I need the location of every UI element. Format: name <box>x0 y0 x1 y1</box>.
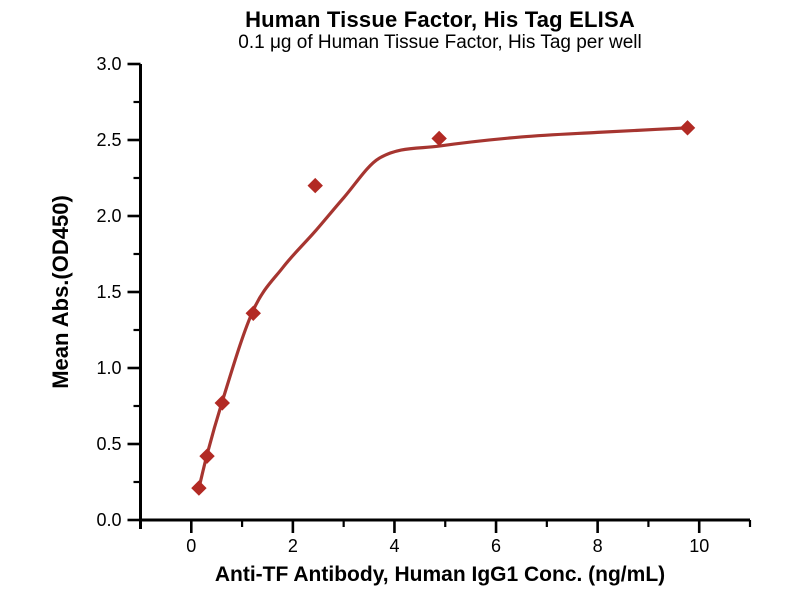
y-tick-label: 3.0 <box>96 54 121 74</box>
y-tick-label: 2.5 <box>96 130 121 150</box>
x-tick-label: 8 <box>593 536 603 556</box>
x-tick-label: 6 <box>491 536 501 556</box>
data-point-marker <box>431 130 447 147</box>
y-tick-label: 2.0 <box>96 206 121 226</box>
x-tick-label: 4 <box>389 536 399 556</box>
data-point-marker <box>307 177 323 194</box>
x-tick-label: 0 <box>186 536 196 556</box>
x-axis-label: Anti-TF Antibody, Human IgG1 Conc. (ng/m… <box>214 563 666 586</box>
fit-curve <box>197 126 690 490</box>
chart-title: Human Tissue Factor, His Tag ELISA <box>245 7 635 32</box>
data-point-marker <box>679 120 696 136</box>
data-point-marker <box>191 480 207 496</box>
y-tick-label: 0.5 <box>96 434 121 454</box>
data-point-marker <box>199 448 215 464</box>
y-tick-label: 1.5 <box>96 282 121 302</box>
y-tick-label: 1.0 <box>96 358 121 378</box>
x-tick-label: 2 <box>288 536 298 556</box>
data-point-marker <box>214 395 230 411</box>
x-tick-label: 10 <box>689 536 709 556</box>
y-tick-label: 0.0 <box>96 510 121 530</box>
chart-subtitle: 0.1 μg of Human Tissue Factor, His Tag p… <box>238 32 642 53</box>
data-point-marker <box>245 305 261 321</box>
